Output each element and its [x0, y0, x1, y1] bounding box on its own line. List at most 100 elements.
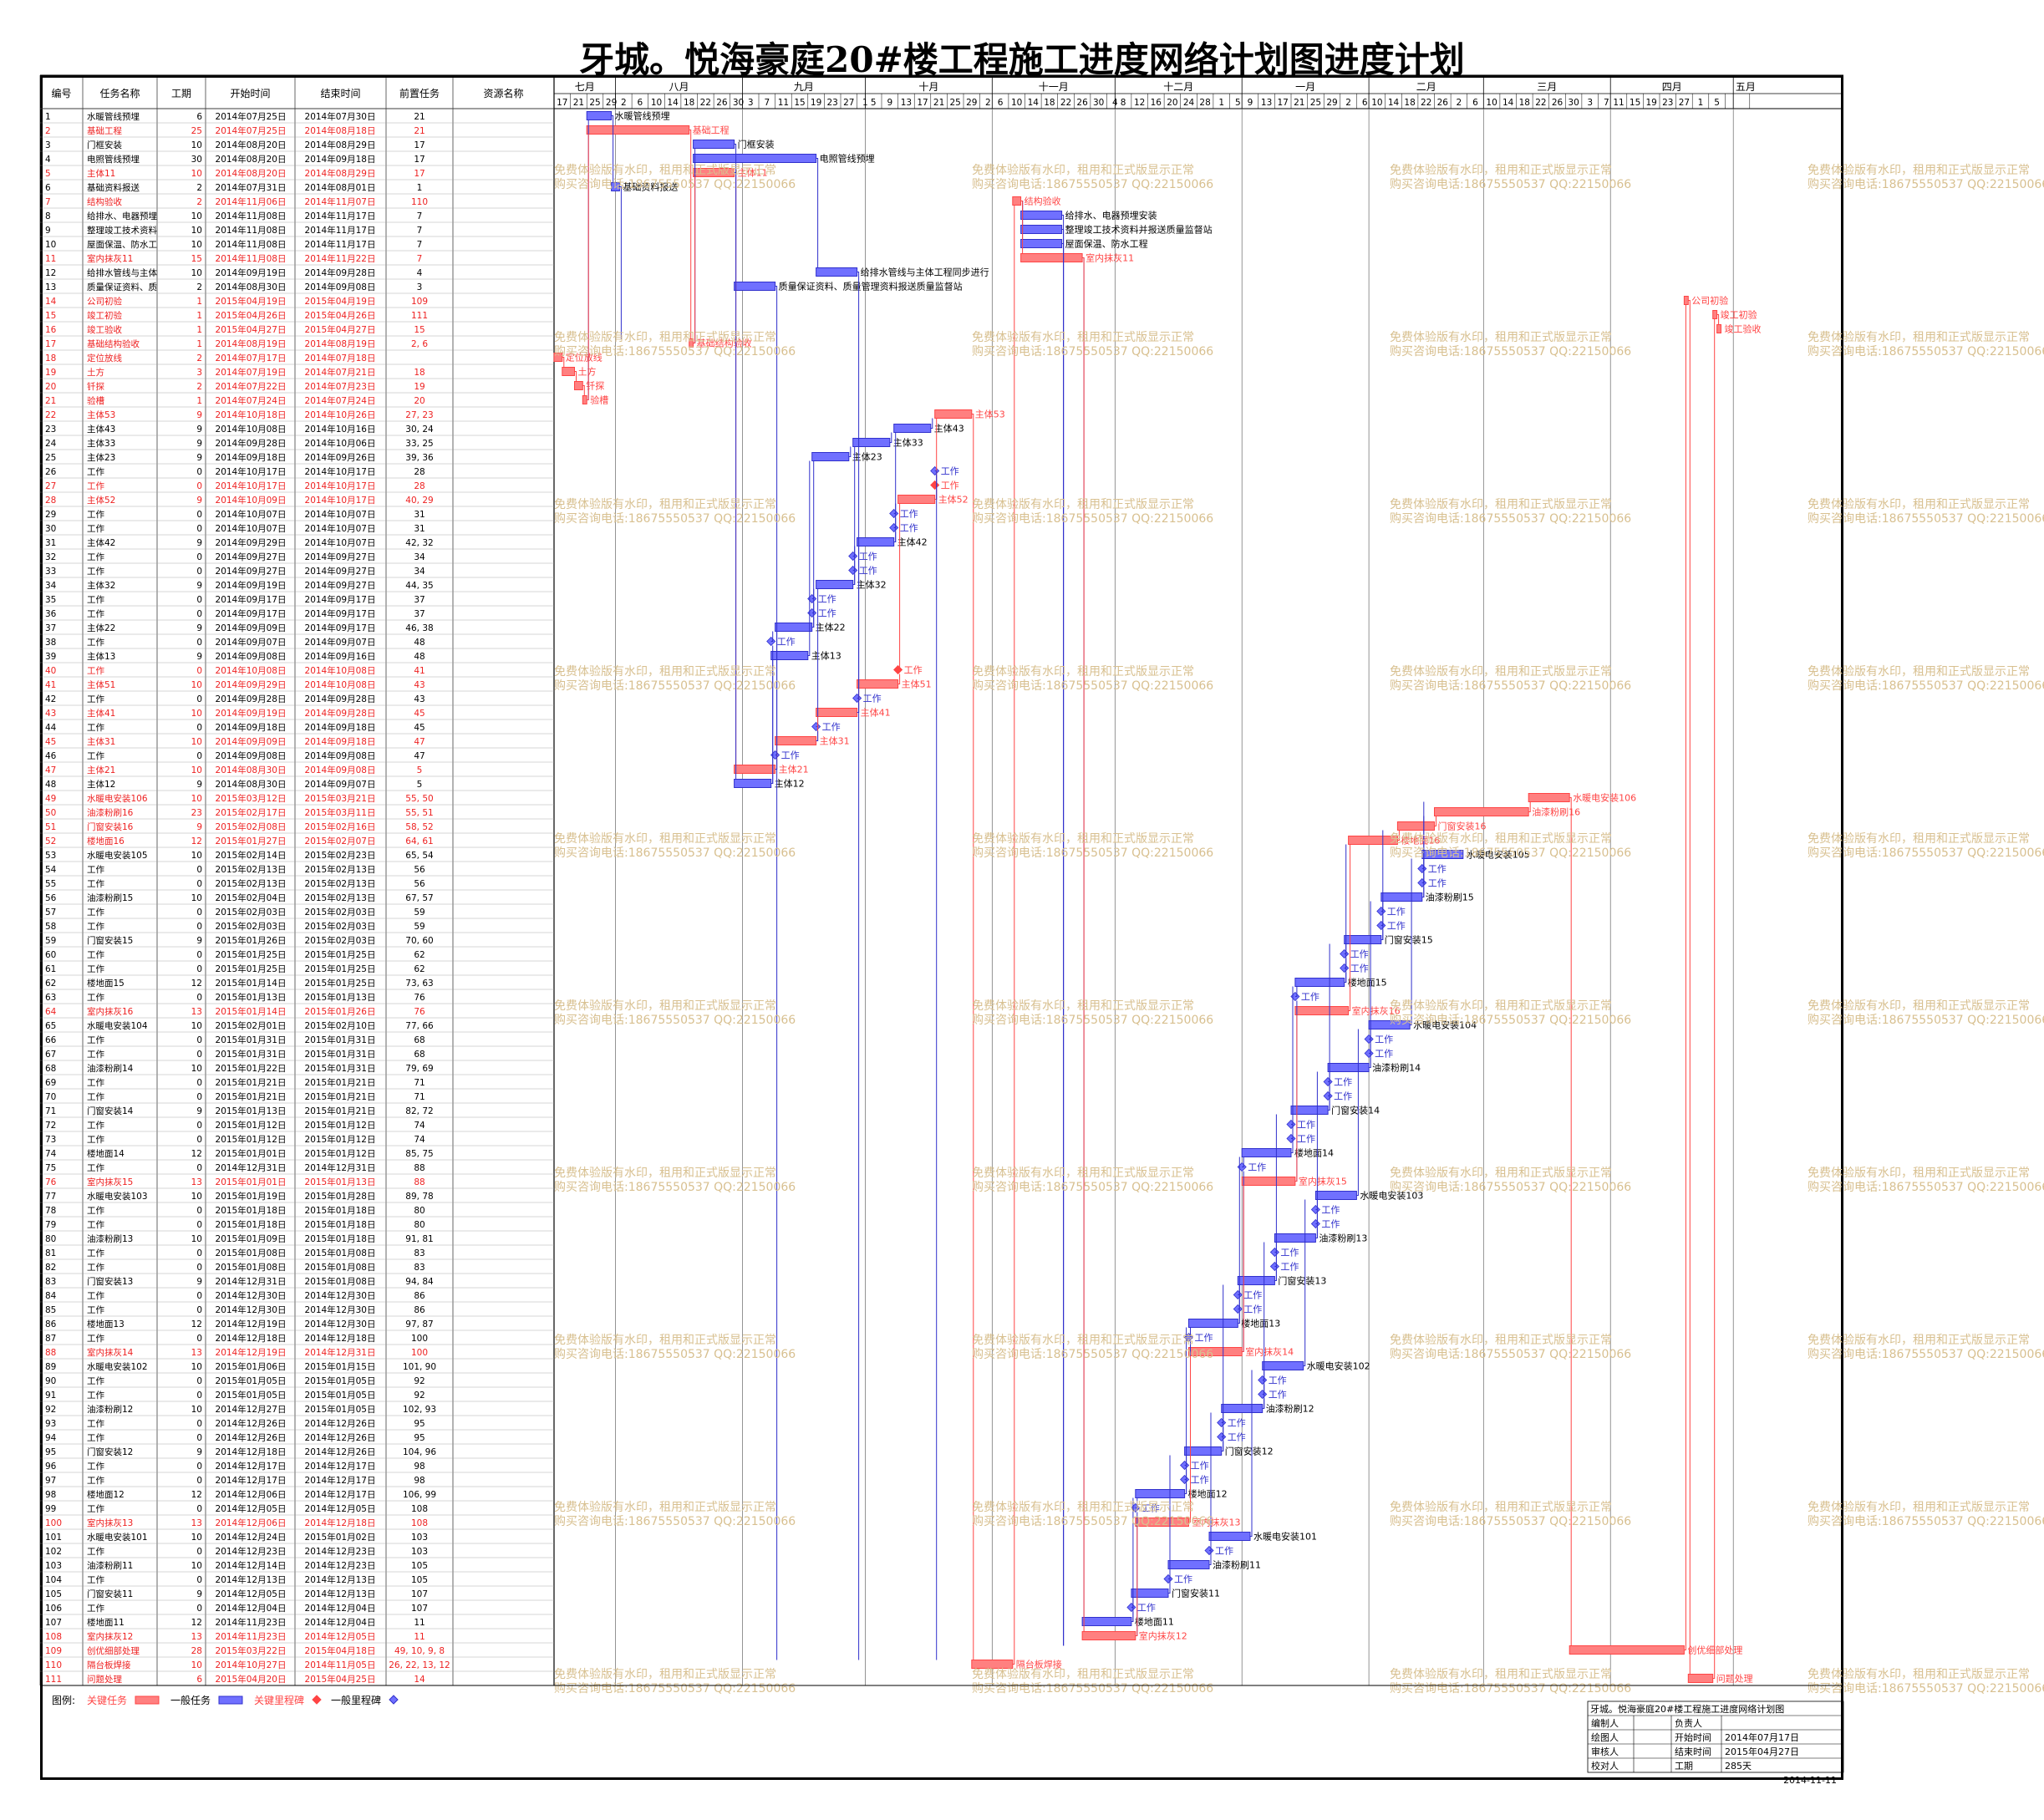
task-end: 2014年08月18日	[305, 125, 376, 136]
column-header: 编号	[51, 87, 71, 99]
dependency-link	[934, 470, 938, 1660]
task-name: 油漆粉刷14	[87, 1063, 134, 1074]
task-id: 71	[45, 1106, 56, 1116]
task-name: 主体12	[87, 780, 115, 790]
bar-label: 工作	[1375, 1035, 1393, 1045]
task-predecessors: 71	[414, 1078, 425, 1088]
bar-label: 工作	[1248, 1162, 1266, 1173]
task-start: 2015年01月19日	[216, 1191, 287, 1202]
task-name: 工作	[87, 1547, 104, 1557]
task-name: 工作	[87, 1248, 104, 1258]
task-duration: 9	[196, 410, 202, 420]
task-start: 2014年09月08日	[216, 651, 287, 662]
dependency-link	[1184, 1455, 1187, 1466]
day-label: 27	[1679, 98, 1690, 108]
task-id: 43	[45, 709, 56, 719]
day-label: 26	[716, 98, 728, 108]
task-duration: 10	[191, 1533, 202, 1543]
bar-label: 门窗安装15	[1385, 934, 1433, 946]
dependency-link	[1294, 1014, 1298, 1182]
task-end: 2014年09月08日	[305, 750, 376, 761]
watermark-text: 购买咨询电话:18675550537 QQ:22150066	[554, 512, 796, 526]
task-id: 28	[45, 496, 56, 506]
task-end: 2015年01月26日	[305, 1006, 376, 1017]
task-bar	[816, 267, 858, 277]
day-label: 14	[1388, 98, 1400, 108]
task-start: 2015年01月08日	[216, 1262, 287, 1273]
task-name: 工作	[87, 467, 104, 477]
bar-label: 工作	[859, 552, 877, 562]
task-name: 结构验收	[87, 196, 122, 207]
dependency-link	[1221, 1441, 1224, 1451]
column-header: 资源名称	[483, 87, 523, 99]
dependency-link	[1328, 1100, 1330, 1111]
task-id: 47	[45, 765, 56, 775]
bar-label: 油漆粉刷12	[1266, 1403, 1314, 1415]
dependency-link	[1294, 986, 1298, 997]
task-name: 主体42	[87, 538, 115, 548]
task-start: 2015年02月13日	[216, 864, 287, 875]
bar-label: 工作	[1174, 1574, 1192, 1585]
task-id: 83	[45, 1277, 56, 1287]
task-id: 62	[45, 979, 56, 989]
watermark-text: 免费体验版有水印，租用和正式版显示正常	[972, 164, 1194, 177]
watermark-text: 购买咨询电话:18675550537 QQ:22150066	[972, 345, 1213, 358]
bar-label: 土方	[578, 366, 597, 378]
day-label: 29	[606, 98, 617, 108]
task-start: 2014年08月30日	[216, 765, 287, 775]
task-start: 2014年10月08日	[216, 665, 287, 676]
task-id: 10	[45, 240, 56, 250]
task-predecessors: 80	[414, 1220, 425, 1230]
task-predecessors: 95	[414, 1433, 425, 1443]
watermark-text: 购买咨询电话:18675550537 QQ:22150066	[554, 846, 796, 860]
task-end: 2014年11月17日	[305, 211, 376, 221]
month-label: 四月	[1662, 81, 1682, 93]
bar-label: 楼地面15	[1348, 977, 1387, 989]
task-end: 2014年12月30日	[305, 1319, 376, 1329]
task-end: 2014年09月17日	[305, 594, 376, 605]
task-name: 土方	[87, 367, 104, 378]
task-predecessors: 46, 38	[405, 623, 433, 633]
task-duration: 0	[196, 1078, 202, 1088]
task-predecessors: 21	[414, 112, 425, 122]
task-end: 2015年01月18日	[305, 1233, 376, 1244]
info-box-cell: 绘图人	[1591, 1731, 1619, 1743]
task-end: 2015年04月18日	[305, 1645, 376, 1656]
task-predecessors: 44, 35	[405, 581, 433, 591]
task-name: 基础工程	[87, 125, 122, 136]
bar-label: 工作	[1321, 1205, 1340, 1216]
day-label: 30	[1093, 98, 1104, 108]
task-duration: 10	[191, 140, 202, 150]
task-end: 2014年07月24日	[305, 395, 376, 406]
task-start: 2014年10月18日	[216, 409, 287, 420]
task-end: 2014年12月26日	[305, 1432, 376, 1443]
task-bar	[1327, 1063, 1370, 1072]
bar-label: 工作	[1191, 1475, 1209, 1486]
task-id: 3	[45, 140, 51, 150]
bar-label: 门窗安装16	[1438, 821, 1487, 832]
task-name: 室内抹灰16	[87, 1006, 134, 1017]
bar-label: 油漆粉刷14	[1372, 1062, 1421, 1074]
task-end: 2014年09月08日	[305, 765, 376, 775]
task-id: 85	[45, 1305, 56, 1315]
task-id: 102	[45, 1547, 62, 1557]
dependency-link	[1684, 304, 1686, 1650]
task-name: 楼地面15	[87, 978, 125, 989]
bar-label: 屋面保温、防水工程	[1065, 238, 1148, 250]
task-name: 工作	[87, 1376, 104, 1386]
task-id: 55	[45, 879, 56, 889]
task-id: 4	[45, 155, 51, 165]
task-start: 2015年01月14日	[216, 978, 287, 989]
task-start: 2015年01月09日	[216, 1233, 287, 1244]
task-predecessors: 105	[411, 1561, 428, 1571]
task-end: 2014年10月16日	[305, 424, 376, 435]
task-start: 2015年01月05日	[216, 1390, 287, 1401]
month-label: 十一月	[1039, 81, 1069, 93]
watermark-text: 购买咨询电话:18675550537 QQ:22150066	[1390, 178, 1631, 191]
info-box-cell: 2015年04月27日	[1725, 1746, 1799, 1757]
task-duration: 0	[196, 524, 202, 534]
task-predecessors: 47	[414, 751, 425, 761]
dependency-link	[1131, 1611, 1134, 1622]
task-id: 80	[45, 1234, 56, 1244]
task-name: 质量保证资料、质	[87, 282, 157, 292]
